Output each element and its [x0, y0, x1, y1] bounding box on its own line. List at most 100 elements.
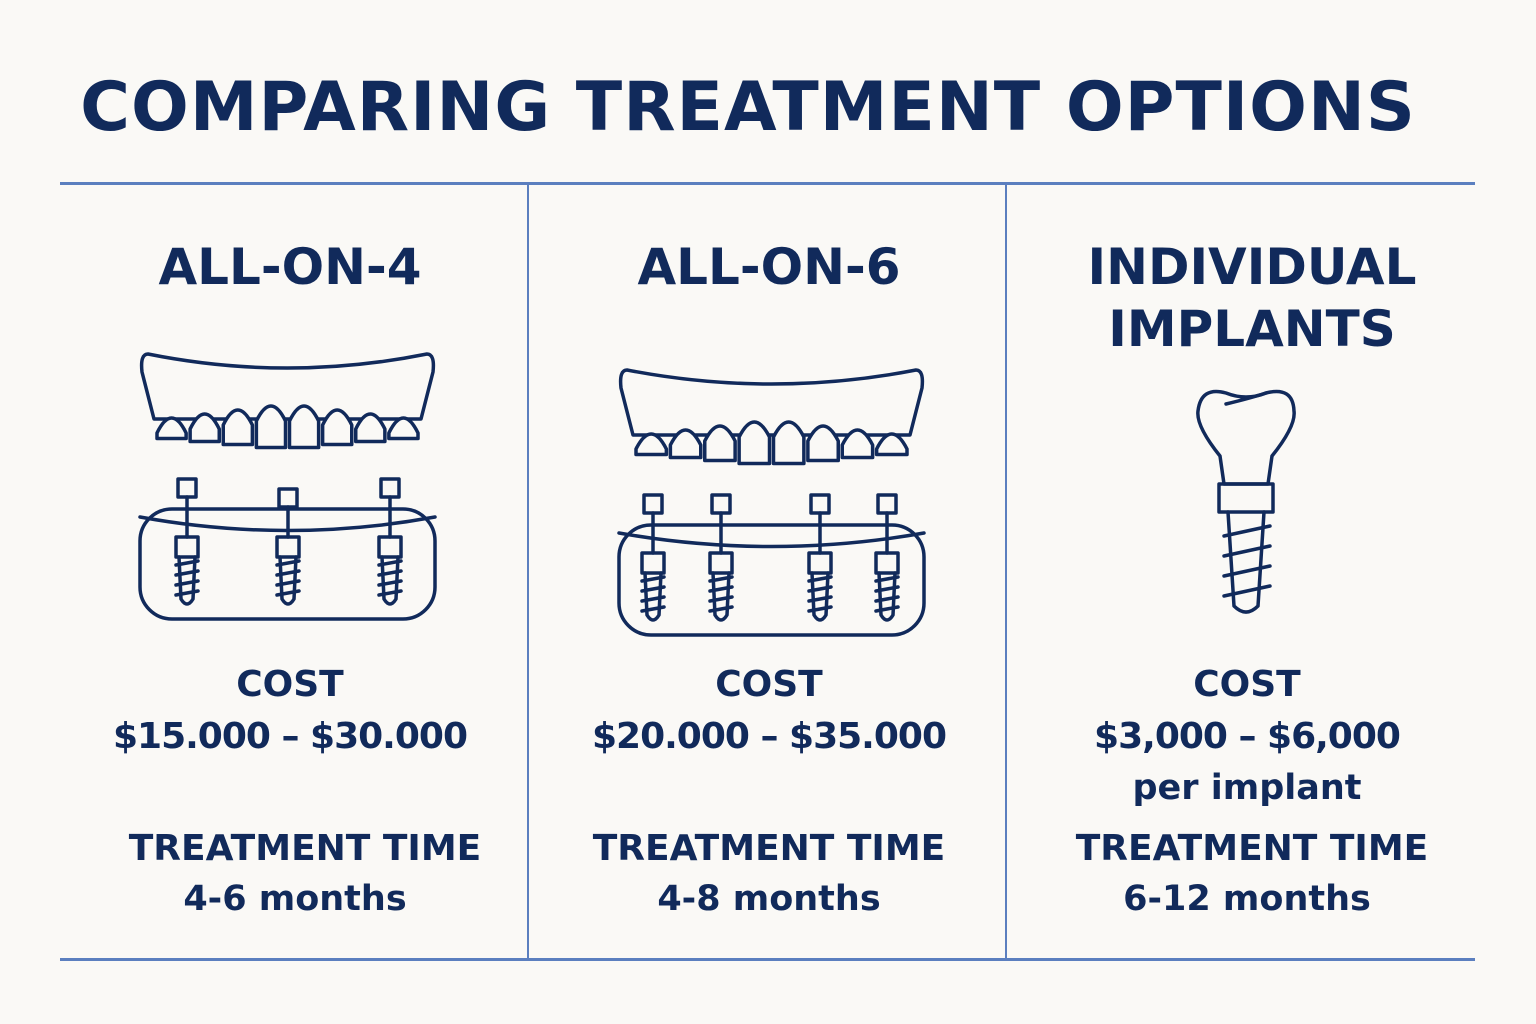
screw-thread — [807, 585, 833, 593]
screw-thread — [377, 579, 403, 587]
abutment — [809, 493, 831, 515]
implant-head — [640, 551, 666, 575]
denture-gum — [139, 352, 436, 421]
abutment — [876, 493, 898, 515]
screw-thread — [640, 585, 666, 593]
cost-label: COST — [236, 664, 344, 705]
screw-thread — [640, 595, 666, 603]
cost-value: $20.000 – $35.000 — [591, 716, 947, 757]
screw-thread — [640, 605, 666, 613]
treatment-time-label: TREATMENT TIME — [1075, 828, 1429, 869]
cost-label: COST — [1193, 664, 1301, 705]
treatment-time-value: 4-8 months — [657, 879, 881, 919]
screw-thread — [874, 605, 900, 613]
tooth — [387, 416, 420, 441]
crown-line — [1224, 391, 1268, 406]
cost-value: $15.000 – $30.000 — [112, 716, 468, 757]
tooth — [221, 408, 255, 447]
cost-note: per implant — [1132, 768, 1362, 808]
screw-thread — [377, 569, 403, 577]
screw-thread — [174, 579, 200, 587]
tooth — [634, 432, 669, 457]
tooth — [155, 416, 188, 441]
screw-thread — [807, 575, 833, 583]
screw-thread — [377, 559, 403, 567]
tooth — [703, 424, 737, 463]
screw-thread — [1222, 544, 1272, 558]
screw-thread — [174, 589, 200, 597]
treatment-time-label: TREATMENT TIME — [592, 828, 946, 869]
denture-gum — [618, 368, 925, 437]
column-divider — [1005, 184, 1007, 960]
abutment — [710, 493, 732, 515]
screw-thread — [807, 605, 833, 613]
cost-value: $3,000 – $6,000 — [1094, 716, 1401, 757]
implant-screw — [278, 555, 298, 606]
abutment — [379, 477, 401, 499]
tooth — [874, 432, 909, 457]
implant-screw — [1226, 510, 1266, 614]
implant-head — [874, 551, 900, 575]
abutment — [1217, 482, 1275, 514]
screw-thread — [1222, 524, 1272, 538]
tooth — [806, 424, 840, 463]
screw-thread — [807, 595, 833, 603]
screw-thread — [377, 589, 403, 597]
tooth — [320, 408, 354, 447]
abutment — [277, 487, 299, 509]
screw-thread — [275, 569, 301, 577]
implant-screw — [380, 555, 400, 606]
screw-thread — [174, 559, 200, 567]
screw-thread — [874, 575, 900, 583]
screw-thread — [874, 595, 900, 603]
screw-thread — [708, 575, 734, 583]
treatment-time-value: 4-6 months — [183, 879, 407, 919]
screw-thread — [874, 585, 900, 593]
option-title: INDIVIDUAL IMPLANTS — [1087, 238, 1417, 358]
implant-screw — [177, 555, 197, 606]
top-divider — [60, 182, 1475, 185]
tooth — [737, 420, 772, 466]
tooth — [354, 412, 387, 444]
tooth — [254, 404, 288, 450]
implant-screw — [877, 571, 897, 622]
screw-thread — [174, 569, 200, 577]
screw-thread — [275, 589, 301, 597]
screw-thread — [275, 559, 301, 567]
bottom-divider — [60, 958, 1475, 961]
implant-head — [174, 535, 200, 559]
jaw-base — [617, 523, 926, 637]
implant-head — [807, 551, 833, 575]
treatment-time-label: TREATMENT TIME — [128, 828, 482, 869]
screw-thread — [1222, 584, 1272, 598]
screw-thread — [708, 605, 734, 613]
implant-screw — [711, 571, 731, 622]
full-arch-denture-6-implants-icon — [617, 368, 926, 637]
abutment — [176, 477, 198, 499]
tooth — [840, 428, 875, 460]
implant-head — [377, 535, 403, 559]
screw-thread — [708, 595, 734, 603]
treatment-time-value: 6-12 months — [1123, 879, 1371, 919]
tooth — [771, 420, 806, 466]
screw-thread — [1222, 564, 1272, 578]
column-divider — [527, 184, 529, 960]
screw-thread — [708, 585, 734, 593]
full-arch-denture-4-implants-icon — [138, 352, 437, 621]
option-title: ALL-ON-4 — [158, 238, 422, 296]
crown — [1196, 389, 1296, 486]
gum-line — [617, 531, 926, 549]
implant-screw — [643, 571, 663, 622]
tooth — [287, 404, 321, 450]
abutment — [642, 493, 664, 515]
implant-head — [708, 551, 734, 575]
tooth — [668, 428, 703, 460]
page-title: COMPARING TREATMENT OPTIONS — [80, 68, 1416, 147]
single-tooth-implant-icon — [1196, 389, 1296, 614]
tooth — [188, 412, 221, 444]
screw-thread — [640, 575, 666, 583]
option-title: ALL-ON-6 — [637, 238, 901, 296]
implant-screw — [810, 571, 830, 622]
cost-label: COST — [715, 664, 823, 705]
screw-thread — [275, 579, 301, 587]
